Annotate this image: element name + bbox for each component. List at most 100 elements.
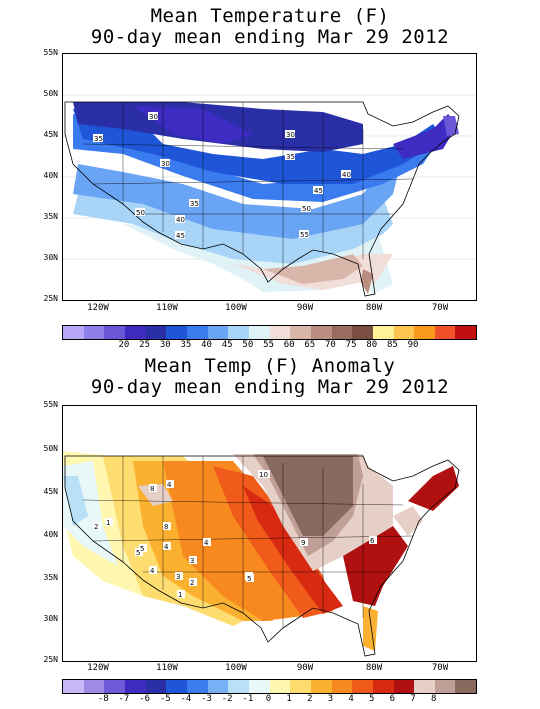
- colorbar-swatch: [455, 680, 477, 693]
- anom-band-ne2: [393, 506, 423, 536]
- contour-label: 5: [247, 575, 251, 583]
- lat-label: 35N: [43, 573, 58, 582]
- panel1-colorbar: [62, 325, 477, 340]
- colorbar-label: 80: [366, 340, 378, 350]
- lon-label: 100W: [225, 303, 247, 313]
- contour-label: 4: [167, 481, 172, 489]
- colorbar-label: 65: [304, 340, 316, 350]
- contour-label: 8: [150, 485, 154, 493]
- temp-band-35: [73, 104, 443, 184]
- contour-labels: 30 30 35 30 35 40 45 50 55 35 40 45 50: [93, 112, 351, 240]
- colorbar-swatch: [372, 680, 394, 693]
- colorbar-swatch: [310, 326, 332, 339]
- colorbar-label: 55: [263, 340, 274, 350]
- colorbar-swatch: [352, 680, 373, 693]
- lat-label: 45N: [43, 130, 58, 139]
- panel1-map: 30 30 35 30 35 40 45 50 55 35 40 45 50: [62, 53, 477, 301]
- contour-label: 5: [136, 549, 140, 557]
- us-outline: [64, 101, 460, 297]
- colorbar-label: -2: [221, 694, 233, 704]
- colorbar-swatch: [248, 680, 270, 693]
- contour-label: 10: [259, 471, 268, 479]
- colorbar-swatch: [63, 680, 84, 693]
- colorbar-label: 8: [430, 694, 437, 704]
- colorbar-label: -7: [118, 694, 130, 704]
- colorbar-swatch: [145, 680, 167, 693]
- contour-label: 35: [190, 200, 199, 208]
- state-borders: [82, 456, 414, 628]
- colorbar-label: 45: [221, 340, 233, 350]
- colorbar-swatch: [310, 680, 332, 693]
- contour-label: 40: [342, 171, 351, 179]
- colorbar-label: 70: [325, 340, 336, 350]
- anom-band-se: [343, 526, 408, 606]
- contour-label: 5: [140, 545, 144, 553]
- lat-label: 25N: [43, 655, 58, 664]
- colorbar-swatch: [331, 680, 353, 693]
- lat-label: 50N: [43, 444, 58, 453]
- contour-label: 45: [314, 187, 323, 195]
- lon-label: 70W: [431, 303, 449, 313]
- colorbar-swatch: [414, 326, 435, 339]
- contour-label: 9: [301, 539, 305, 547]
- contour-label: 4: [164, 543, 169, 551]
- colorbar-swatch: [352, 326, 373, 339]
- colorbar-label: 85: [386, 340, 398, 350]
- colorbar-swatch: [124, 326, 146, 339]
- colorbar-swatch: [186, 326, 208, 339]
- colorbar-label: 40: [201, 340, 212, 350]
- contour-label: 4: [204, 539, 209, 547]
- colorbar-label: 60: [283, 340, 295, 350]
- colorbar-label: -4: [180, 694, 192, 704]
- lon-label: 70W: [431, 663, 449, 673]
- colorbar-swatch: [166, 326, 187, 339]
- colorbar-swatch: [63, 326, 84, 339]
- colorbar-swatch: [228, 326, 249, 339]
- colorbar-swatch: [393, 326, 415, 339]
- contour-label: 3: [176, 573, 180, 581]
- anom-band-4: [163, 461, 303, 621]
- anom-band-nw-high: [138, 484, 173, 506]
- panel2-title-line2: 90-day mean ending Mar 29 2012: [90, 376, 450, 398]
- lon-label: 90W: [296, 303, 314, 313]
- colorbar-swatch: [207, 326, 229, 339]
- temp-band-45: [73, 154, 403, 239]
- colorbar-swatch: [290, 680, 311, 693]
- colorbar-label: 0: [265, 694, 272, 704]
- contour-label: 50: [302, 205, 311, 213]
- colorbar-swatch: [414, 680, 435, 693]
- contour-label: 30: [286, 131, 295, 139]
- colorbar-label: 50: [242, 340, 254, 350]
- anom-band-west-neg: [63, 476, 88, 526]
- colorbar-swatch: [166, 680, 187, 693]
- colorbar-swatch: [207, 680, 229, 693]
- colorbar-label: 2: [307, 694, 313, 704]
- lat-label: 45N: [43, 487, 58, 496]
- colorbar-label: 35: [180, 340, 192, 350]
- colorbar-label: -6: [139, 694, 151, 704]
- lat-label: 40N: [43, 171, 58, 180]
- temp-band-maine: [443, 116, 459, 136]
- contour-label: 45: [176, 232, 185, 240]
- colorbar-label: -8: [97, 694, 109, 704]
- colorbar-label: 90: [407, 340, 419, 350]
- lon-label: 90W: [296, 663, 314, 673]
- lat-label: 40N: [43, 530, 58, 539]
- panel1-title-line2: 90-day mean ending Mar 29 2012: [90, 26, 450, 48]
- anom-band-6: [243, 486, 343, 614]
- lat-label: 25N: [43, 294, 58, 303]
- contour-label: 1: [178, 591, 182, 599]
- contour-label: 8: [164, 523, 168, 531]
- us-outline: [64, 455, 460, 657]
- colorbar-label: 25: [139, 340, 151, 350]
- contour-label: 2: [94, 523, 98, 531]
- lon-label: 80W: [365, 663, 383, 673]
- colorbar-swatch: [83, 680, 105, 693]
- contour-label: 2: [190, 579, 194, 587]
- lat-label: 30N: [43, 253, 58, 262]
- contour-label: 35: [94, 135, 103, 143]
- colorbar-swatch: [269, 680, 291, 693]
- contour-labels: 10 8 4 8 4 9 5 5 4 3 2 1 2 1 3 4 5 5 6: [93, 470, 377, 599]
- colorbar-swatch: [434, 680, 456, 693]
- contour-label: 4: [150, 567, 155, 575]
